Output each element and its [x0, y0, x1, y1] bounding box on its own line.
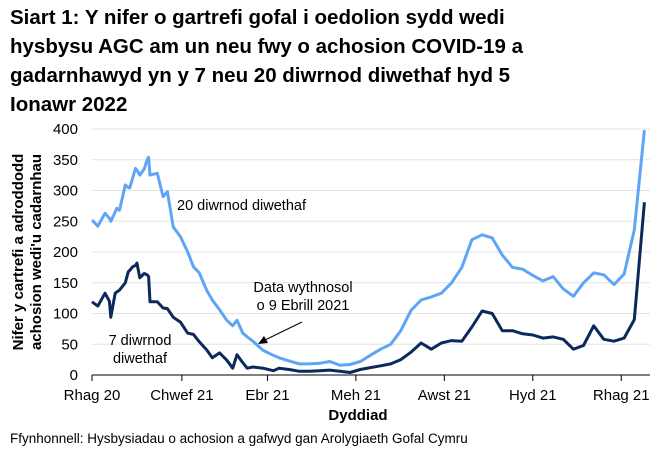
weekly-note-line2: o 9 Ebrill 2021 — [257, 298, 350, 314]
x-axis: Rhag 20 Chwef 21 Ebr 21 Meh 21 Awst 21 Hyd 21… — [64, 374, 650, 404]
label-20-day: 20 diwrnod diwethaf — [177, 198, 307, 214]
title-line: Siart 1: Y nifer o gartrefi gofal i oedo… — [10, 6, 505, 29]
gridlines — [92, 128, 650, 345]
x-tick-label: Awst 21 — [418, 387, 471, 404]
y-axis-title-line2: achosion wedi'u cadarnhau — [28, 154, 45, 350]
x-tick-label: Rhag 21 — [593, 387, 650, 404]
series-lines — [90, 130, 646, 374]
y-tick-label: 200 — [53, 244, 78, 261]
x-tick-label: Chwef 21 — [150, 387, 213, 404]
source-note: Ffynhonnell: Hysbysiadau o achosion a ga… — [10, 431, 468, 446]
y-tick-label: 0 — [70, 367, 78, 384]
y-tick-label: 400 — [53, 121, 78, 138]
title-line: Ionawr 2022 — [10, 93, 128, 116]
chart-title: Siart 1: Y nifer o gartrefi gofal i oedo… — [10, 3, 660, 119]
y-tick-label: 150 — [53, 275, 78, 292]
y-tick-label: 250 — [53, 213, 78, 230]
title-line: hysbysu AGC am un neu fwy o achosion COV… — [10, 35, 523, 58]
series-line-20-day — [90, 130, 646, 367]
title-line: gadarnhawyd yn y 7 neu 20 diwrnod diweth… — [10, 64, 511, 87]
label-7-day-line2: diwethaf — [113, 351, 168, 367]
label-7-day-line1: 7 diwrnod — [109, 333, 172, 349]
y-tick-label: 100 — [53, 306, 78, 323]
x-tick-label: Rhag 20 — [64, 387, 121, 404]
weekly-note-line1: Data wythnosol — [253, 280, 352, 296]
y-axis-title-line1: Nifer y cartrefi a adroddodd — [10, 154, 27, 351]
y-tick-label: 50 — [61, 336, 78, 353]
x-tick-label: Meh 21 — [331, 387, 381, 404]
y-tick-label: 300 — [53, 183, 78, 200]
series-line-7-day — [91, 202, 646, 374]
x-axis-title: Dyddiad — [328, 407, 387, 424]
x-tick-label: Hyd 21 — [509, 387, 557, 404]
weekly-note-arrow — [258, 321, 303, 344]
y-axis-ticks: 0 50 100 150 200 250 300 350 400 — [53, 121, 78, 384]
y-tick-label: 350 — [53, 152, 78, 169]
x-tick-label: Ebr 21 — [245, 387, 289, 404]
